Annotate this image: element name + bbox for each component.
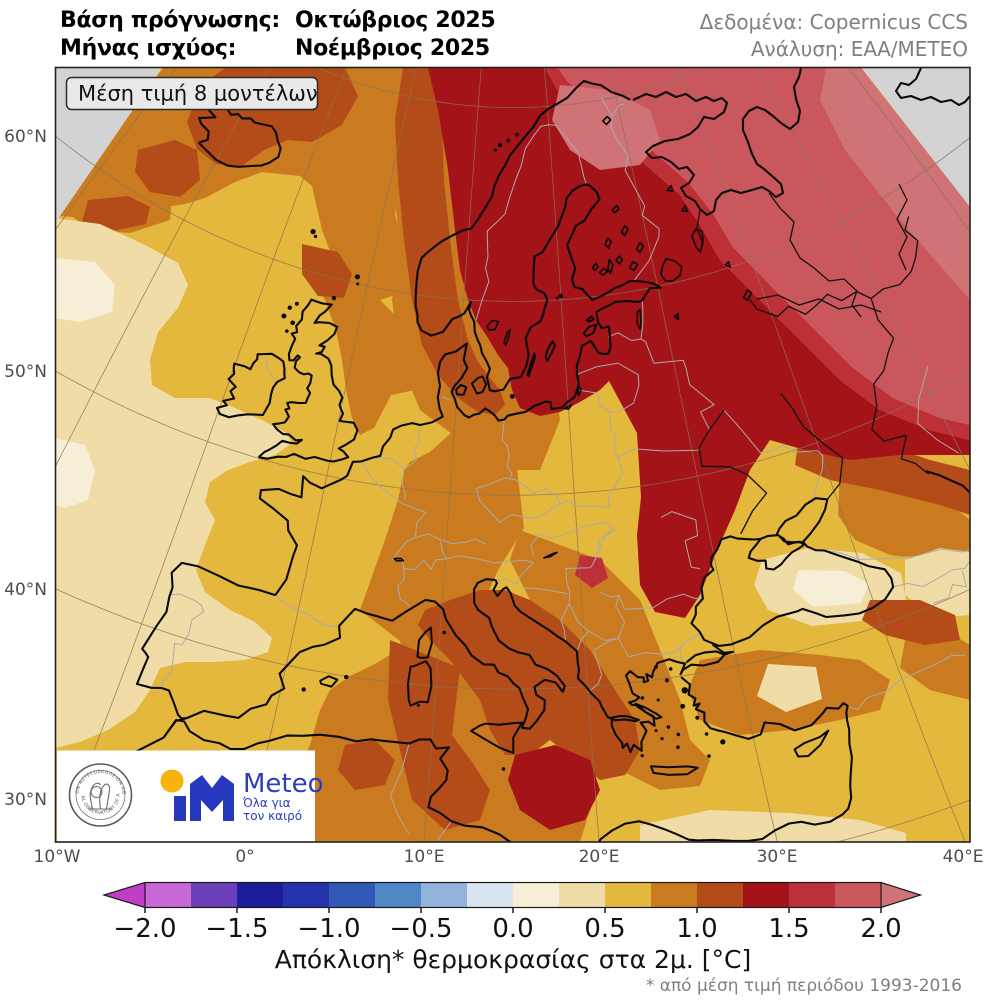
colorbar-tick-label: −2.0 bbox=[113, 914, 176, 944]
colorbar-tick-label: −1.5 bbox=[205, 914, 268, 944]
colorbar-segment bbox=[237, 882, 284, 908]
colorbar-segment bbox=[651, 882, 698, 908]
lat-tick-label: 30°N bbox=[4, 790, 47, 810]
anomaly-region-over bbox=[552, 85, 660, 170]
anomaly-region-s12 bbox=[510, 530, 710, 790]
title-line1-label: Βάση πρόγνωσης: bbox=[60, 8, 280, 33]
meteo-brand: Meteo bbox=[243, 769, 324, 799]
anomaly-region-s10 bbox=[757, 664, 822, 712]
anomaly-region-s15 bbox=[545, 68, 970, 440]
colorbar-segment bbox=[513, 882, 560, 908]
colorbar-under-arrow bbox=[104, 882, 145, 908]
anomaly-region-over bbox=[820, 68, 970, 300]
anomaly-region-s9 bbox=[793, 570, 869, 607]
colorbar-segment bbox=[559, 882, 606, 908]
colorbar-over-arrow bbox=[881, 882, 921, 908]
lake-outlines bbox=[393, 115, 753, 562]
credit-line2: Ανάλυση: ΕΑΑ/ΜΕΤΕΟ bbox=[751, 37, 968, 61]
credit-line1-text: Δεδομένα: Copernicus CCS bbox=[699, 10, 968, 34]
anomaly-region-s13 bbox=[135, 140, 200, 197]
rivers bbox=[696, 183, 930, 535]
lon-tick-label: 0° bbox=[235, 847, 254, 867]
colorbar-segment bbox=[191, 882, 238, 908]
coastline-islands bbox=[319, 315, 830, 776]
colorbar-footnote: * από μέση τιμή περιόδου 1993-2016 bbox=[646, 976, 962, 996]
colorbar-tick-label: −0.5 bbox=[389, 914, 452, 944]
model-badge-label: Μέση τιμή 8 μοντέλων bbox=[78, 82, 318, 106]
meteo-logo-i bbox=[174, 796, 186, 821]
colorbar-tick-label: 1.0 bbox=[676, 914, 717, 944]
colorbar-segment bbox=[605, 882, 652, 908]
meteo-logo-dot bbox=[160, 769, 184, 793]
anomaly-region-s9 bbox=[55, 258, 115, 322]
model-badge: Μέση τιμή 8 μοντέλων bbox=[65, 76, 319, 111]
anomaly-region-s15 bbox=[575, 555, 608, 588]
anomaly-region-s9 bbox=[55, 438, 95, 508]
anomaly-region-s12 bbox=[838, 470, 970, 560]
anomaly-region-s10 bbox=[640, 810, 906, 842]
lon-tick-label: 30°E bbox=[757, 847, 798, 867]
colorbar-tick-label: 0.0 bbox=[492, 914, 533, 944]
lon-tick-label: 10°E bbox=[404, 847, 445, 867]
lon-tick-label: 20°E bbox=[579, 847, 620, 867]
credit-line2-text: Ανάλυση: ΕΑΑ/ΜΕΤΕΟ bbox=[750, 37, 968, 61]
coastline-mainland bbox=[77, 67, 970, 842]
colorbar-segment bbox=[329, 882, 376, 908]
colorbar-tick-label: −1.0 bbox=[297, 914, 360, 944]
colorbar-segment bbox=[789, 882, 836, 908]
anomaly-region-s12 bbox=[308, 270, 524, 700]
anomaly-region-s13 bbox=[418, 590, 640, 780]
coastlines bbox=[77, 67, 970, 842]
anomaly-region-s14 bbox=[508, 745, 600, 830]
colorbar-title: Απόκλιση* θερμοκρασίας στα 2μ. [°C] bbox=[275, 945, 751, 974]
colorbar-segment bbox=[467, 882, 514, 908]
anomaly-region-s10 bbox=[905, 548, 970, 618]
anomaly-region-s13 bbox=[82, 196, 150, 232]
colorbar-segment bbox=[283, 882, 330, 908]
title-line1-value: Οκτώβριος 2025 bbox=[295, 8, 496, 33]
colorbar-segment bbox=[835, 882, 882, 908]
small-islands bbox=[281, 132, 726, 771]
anomaly-region-s12 bbox=[900, 630, 970, 700]
colorbar-segment bbox=[145, 882, 192, 908]
colorbar-tick-label: 2.0 bbox=[860, 914, 901, 944]
colorbar: −2.0 −1.5 −1.0 −0.5 0.0 0.5 1.0 1.5 2.0 Απόκλιση… bbox=[101, 881, 962, 996]
anomaly-region-s13 bbox=[388, 640, 490, 830]
meteo-logo-m bbox=[190, 775, 234, 821]
colorbar-tick-label: 0.5 bbox=[584, 914, 625, 944]
title-line1: Βάση πρόγνωσης: Οκτώβριος 2025 bbox=[60, 8, 496, 33]
colorbar-segment bbox=[421, 882, 468, 908]
lat-tick-label: 40°N bbox=[4, 580, 47, 600]
anomaly-region-s13 bbox=[862, 600, 960, 645]
credit-line1: Δεδομένα: Copernicus CCS bbox=[700, 10, 968, 34]
lat-tick-label: 50°N bbox=[4, 362, 47, 382]
meteo-logo: Meteo Όλα για τον καιρό bbox=[160, 769, 324, 823]
title-line2: Μήνας ισχύος: Νοέμβριος 2025 bbox=[60, 36, 490, 61]
title-line2-value: Νοέμβριος 2025 bbox=[295, 36, 490, 61]
meteo-tagline2: τον καιρό bbox=[243, 809, 302, 823]
anomaly-region-s13 bbox=[338, 740, 395, 790]
map-frame bbox=[54, 66, 971, 843]
anomaly-region-s13 bbox=[302, 244, 352, 298]
lon-tick-label: 10°W bbox=[34, 847, 81, 867]
title-line2-label: Μήνας ισχύος: bbox=[60, 36, 237, 61]
colorbar-segment bbox=[743, 882, 790, 908]
river-lines bbox=[696, 183, 930, 535]
anomaly-region-s14 bbox=[390, 68, 970, 618]
lat-tick-label: 60°N bbox=[4, 127, 47, 147]
meteo-tagline1: Όλα για bbox=[242, 796, 291, 810]
lon-tick-label: 40°E bbox=[943, 847, 984, 867]
colorbar-segment bbox=[697, 882, 744, 908]
anomaly-region-s13 bbox=[395, 68, 505, 415]
colorbar-tick-label: 1.5 bbox=[768, 914, 809, 944]
colorbar-segment bbox=[375, 882, 422, 908]
observatory-seal: ΕΘΝΙΚΟΝ ΑΣΤΕΡΟΣΚΟΠΕΙΟΝ ΑΘΗΝΩΝ NATIONAL O… bbox=[68, 763, 133, 827]
